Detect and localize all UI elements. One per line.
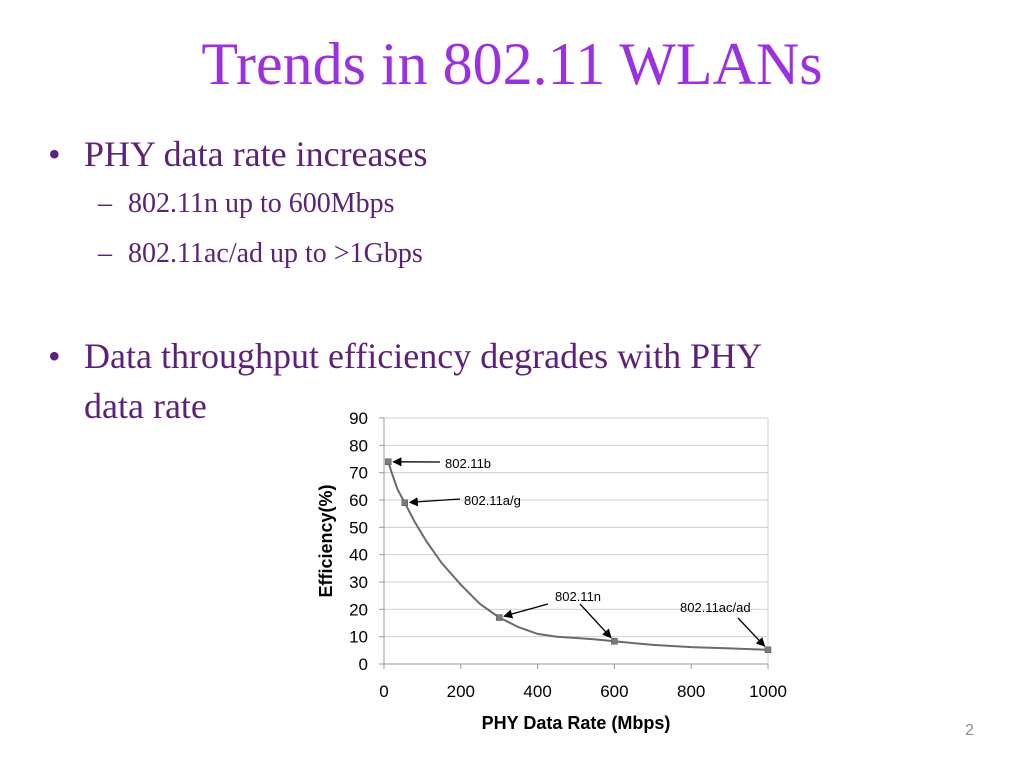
data-point-marker [384,458,392,465]
data-point-marker [764,646,772,654]
x-tick-label: 200 [447,682,475,701]
annotation-label: 802.11n [555,589,601,604]
annotation-label: 802.11b [445,456,491,471]
y-tick-label: 20 [349,600,368,619]
sub-bullet-item: – 802.11ac/ad up to >1Gbps [98,236,423,272]
y-tick-label: 40 [349,546,368,565]
annotation-label: 802.11ac/ad [680,600,751,615]
data-point-marker [495,614,503,621]
x-tick-label: 600 [600,682,628,701]
bullet-continuation-text: data rate [84,386,207,426]
dash-bullet-icon: – [98,238,112,269]
slide-title: Trends in 802.11 WLANs [201,31,823,97]
y-tick-label: 90 [349,409,368,428]
y-tick-label: 0 [359,655,368,674]
x-tick-label: 400 [523,682,551,701]
sub-bullet-item: – 802.11n up to 600Mbps [98,186,395,222]
efficiency-chart: 0 10 20 30 40 50 60 70 80 90 0 200 400 600 800 1000 PHY … [316,409,787,733]
y-tick-label: 30 [349,573,368,592]
annotation-arrow [737,617,766,647]
annotation-label: 802.11a/g [464,493,521,508]
bullet-dot-icon: • [48,134,61,174]
bullet-item: • Data throughput efficiency degrades wi… [48,332,763,380]
y-axis-title: Efficiency(%) [316,484,336,597]
y-tick-label: 70 [349,464,368,483]
sub-bullet-text: 802.11n up to 600Mbps [128,188,395,219]
annotation-arrow [408,497,461,507]
y-tick-label: 60 [349,491,368,510]
bullet-dot-icon: • [48,336,61,376]
x-axis-title: PHY Data Rate (Mbps) [482,713,671,733]
x-tick-label: 800 [677,682,705,701]
annotation-arrow [579,603,612,639]
dash-bullet-icon: – [98,188,112,219]
efficiency-curve [387,461,769,651]
x-tick-label: 1000 [749,682,787,701]
sub-bullet-text: 802.11ac/ad up to >1Gbps [128,238,423,269]
y-tick-label: 80 [349,436,368,455]
bullet-item: • PHY data rate increases [48,130,428,178]
bullet-text: PHY data rate increases [84,134,428,174]
x-tick-label: 0 [379,682,388,701]
y-tick-label: 50 [349,518,368,537]
bullet-text: Data throughput efficiency degrades with… [84,336,763,376]
bullet-continuation: data rate [84,382,207,430]
data-point-marker [401,499,408,506]
data-point-marker [611,638,618,645]
page-number: 2 [965,722,974,739]
annotation-arrow [503,603,549,619]
y-tick-label: 10 [349,628,368,647]
